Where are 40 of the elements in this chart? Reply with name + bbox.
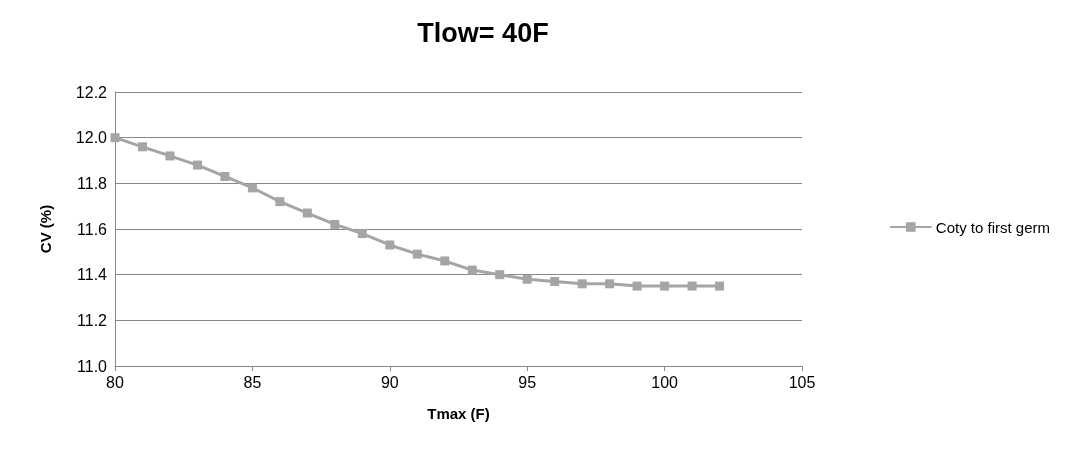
y-tick-label: 11.2 [77, 311, 108, 329]
point [605, 279, 615, 289]
x-tick-label: 95 [518, 373, 537, 391]
point [715, 281, 725, 291]
point [412, 249, 422, 259]
point [357, 229, 367, 239]
point [522, 274, 532, 284]
x-tick-label: 85 [243, 373, 262, 391]
point [687, 281, 697, 291]
y-tick-label: 11.8 [77, 174, 108, 192]
point [302, 208, 312, 218]
y-tick-label: 11.6 [77, 220, 108, 238]
chart-title: Tlow= 40F [417, 17, 549, 48]
x-tick-label: 105 [788, 373, 816, 391]
point [385, 240, 395, 250]
point [577, 279, 587, 289]
x-tick-label: 80 [106, 373, 124, 391]
y-tick-label: 11.0 [77, 357, 108, 375]
point [192, 160, 202, 170]
point [165, 151, 175, 161]
x-tick-label: 90 [380, 373, 399, 391]
point [220, 171, 230, 181]
point [440, 256, 450, 266]
point [330, 219, 340, 229]
point [247, 183, 257, 193]
point [550, 277, 560, 287]
x-axis-title: Tmax (F) [427, 405, 490, 422]
point [467, 265, 477, 275]
point [660, 281, 670, 291]
y-axis-title: CV (%) [37, 204, 54, 254]
x-tick-label: 100 [651, 373, 679, 391]
y-tick-label: 12.0 [75, 129, 108, 147]
point [632, 281, 642, 291]
y-tick-label: 11.4 [77, 266, 108, 284]
legend-label: Coty to first germ [935, 218, 1051, 236]
point [275, 197, 285, 207]
point [495, 270, 505, 280]
y-tick-label: 12.2 [75, 83, 108, 101]
point [110, 133, 120, 143]
point [137, 142, 147, 152]
